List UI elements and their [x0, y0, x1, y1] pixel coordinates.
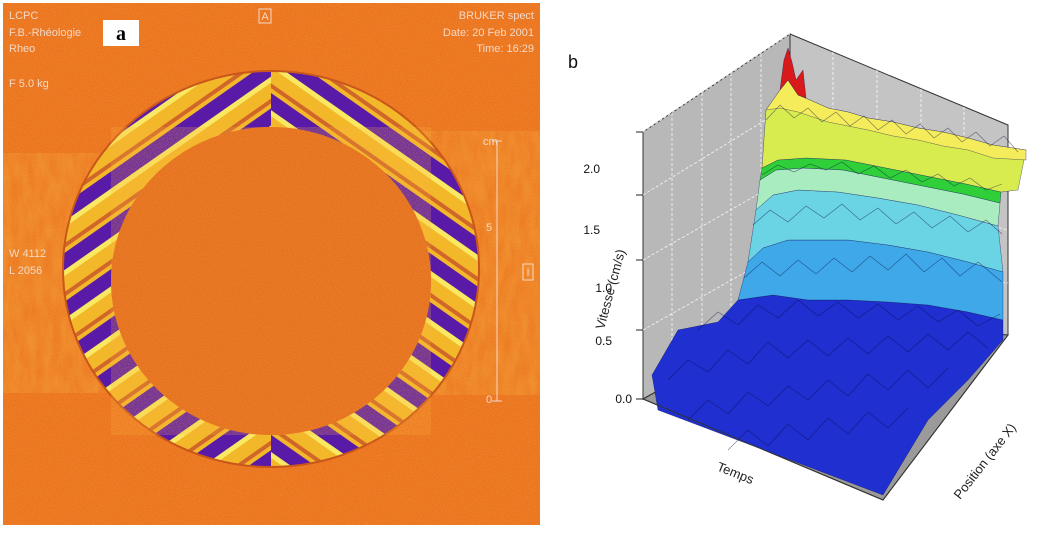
- mri-text-line: Rheo: [9, 43, 35, 55]
- mri-text-line: F.B.-Rhéologie: [9, 27, 81, 39]
- y-tick-label: 2.0: [583, 162, 600, 176]
- scale-label: 0: [486, 394, 492, 406]
- surface-band-crest: [765, 79, 1027, 161]
- panel-b-label: b: [568, 52, 578, 72]
- mri-text-line: LCPC: [9, 10, 38, 22]
- mri-text-line: Date: 20 Feb 2001: [443, 27, 534, 39]
- scale-label: cm: [483, 136, 498, 148]
- scale-label: 5: [486, 222, 492, 234]
- mri-image-panel: a LCPC F.B.-Rhéologie Rheo F 5.0 kg A BR…: [3, 3, 540, 525]
- mri-marker-top: A: [261, 11, 269, 23]
- y-tick-label: 1.5: [583, 223, 600, 237]
- x-axis-label: Temps: [715, 459, 757, 487]
- mri-text-line: L 2056: [9, 265, 42, 277]
- surface-plot: b: [568, 33, 1027, 502]
- panel-a-label: a: [116, 23, 126, 45]
- y-axis: 0.0 0.5 1.0 1.5 2.0: [583, 131, 643, 406]
- mri-image: a LCPC F.B.-Rhéologie Rheo F 5.0 kg A BR…: [3, 3, 540, 525]
- mri-marker-right: I: [526, 267, 529, 279]
- surface-mesh: [667, 104, 1019, 451]
- panel-a-label-box: [103, 20, 139, 46]
- y-tick-label: 0.5: [595, 334, 612, 348]
- surface: [651, 47, 1027, 496]
- y-tick-label: 0.0: [615, 392, 632, 406]
- surface-plot-panel: b: [548, 0, 1039, 531]
- mri-text-line: W 4112: [9, 248, 46, 260]
- mri-text-line: BRUKER spect: [459, 10, 534, 22]
- mri-text-line: Time: 16:29: [476, 43, 534, 55]
- y-tick-label: 1.0: [595, 281, 612, 295]
- mri-text-line: F 5.0 kg: [9, 78, 49, 90]
- surface-peak: [779, 47, 807, 99]
- z-axis-label: Position (axe X): [951, 420, 1019, 502]
- surface-band-low: [651, 294, 1004, 496]
